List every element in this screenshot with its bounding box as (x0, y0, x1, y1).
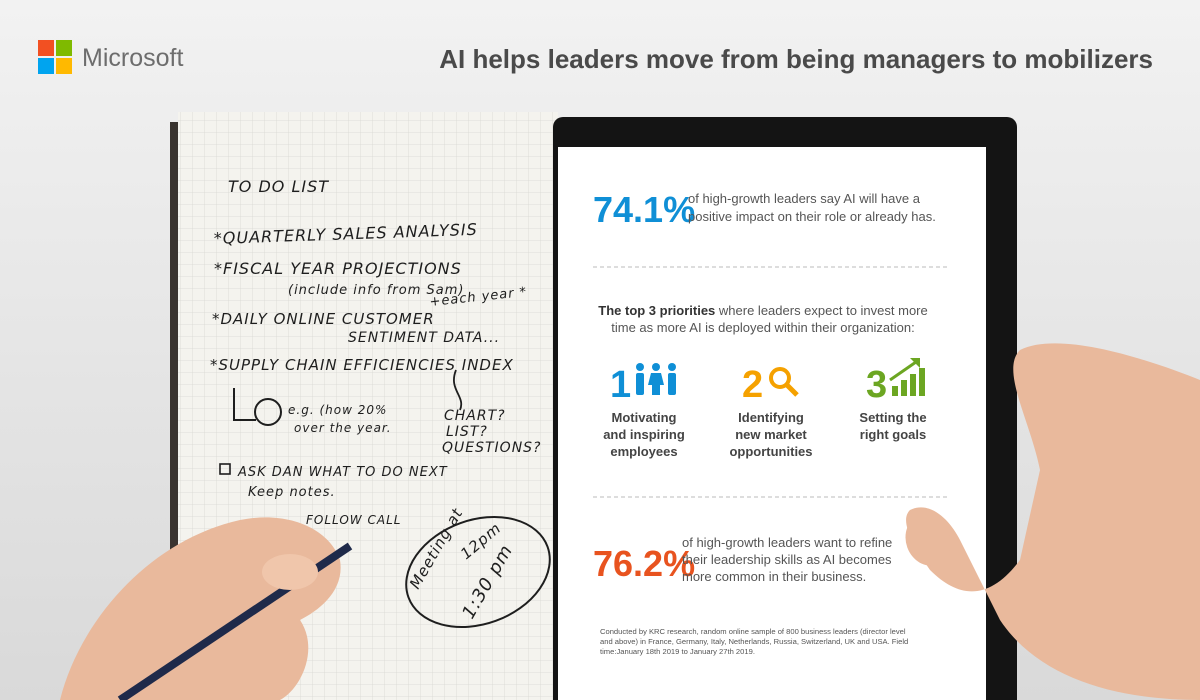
note: SENTIMENT DATA... (348, 330, 500, 346)
stat-value: 74.1% (593, 189, 695, 230)
stat-text: positive impact on their role or already… (688, 209, 936, 224)
growth-icon (889, 358, 925, 396)
note: *SUPPLY CHAIN EFFICIENCIES INDEX (210, 356, 514, 374)
magnifier-icon (769, 367, 799, 397)
priority-label: Identifying (738, 410, 804, 425)
right-hand (905, 343, 1200, 700)
stat-text: of high-growth leaders say AI will have … (688, 191, 921, 206)
title: AI helps leaders move from being manager… (439, 44, 1153, 74)
tablet-screen (558, 147, 986, 700)
brand: Microsoft (82, 44, 183, 72)
intro-bold: The top 3 priorities (598, 303, 715, 318)
priority-label: opportunities (729, 444, 812, 459)
priority-label: employees (610, 444, 677, 459)
priority-label: right goals (860, 427, 926, 442)
handwriting: TO DO LIST *QUARTERLY SALES ANALYSIS *FI… (210, 177, 551, 629)
footnote: Conducted by KRC research, random online… (600, 627, 906, 636)
note: LIST? (446, 424, 488, 440)
note: QUESTIONS? (442, 440, 542, 456)
note: Keep notes. (248, 485, 336, 500)
footnote: time:January 18th 2019 to January 27th 2… (600, 647, 755, 656)
priority-number: 2 (742, 364, 763, 406)
intro-text: where leaders expect to invest more (718, 303, 928, 318)
stat-value: 76.2% (593, 543, 695, 584)
priority-number: 3 (866, 364, 887, 406)
note: e.g. (how 20% (288, 403, 387, 417)
priority-label: and inspiring (603, 427, 685, 442)
priority-label: Setting the (859, 410, 926, 425)
stat-text: more common in their business. (682, 569, 866, 584)
people-icon (636, 363, 676, 395)
priority-number: 1 (610, 364, 631, 406)
note: TO DO LIST (228, 177, 329, 196)
note: CHART? (444, 408, 506, 424)
note: over the year. (294, 421, 392, 435)
note: *DAILY ONLINE CUSTOMER (212, 310, 435, 328)
left-hand (60, 517, 353, 700)
note: FOLLOW CALL (306, 513, 401, 527)
priority-label: new market (735, 427, 807, 442)
stat-text: their leadership skills as AI becomes (682, 552, 892, 567)
note: *FISCAL YEAR PROJECTIONS (214, 259, 462, 278)
priority-label: Motivating (612, 410, 677, 425)
note: (include info from Sam) (288, 283, 464, 298)
footnote: and above) in France, Germany, Italy, Ne… (600, 637, 908, 646)
note: ASK DAN WHAT TO DO NEXT (237, 465, 448, 480)
logo (38, 40, 72, 74)
priorities-intro: The top 3 priorities where leaders expec… (598, 303, 927, 318)
priorities-intro: time as more AI is deployed within their… (611, 320, 915, 335)
stat-text: of high-growth leaders want to refine (682, 535, 892, 550)
